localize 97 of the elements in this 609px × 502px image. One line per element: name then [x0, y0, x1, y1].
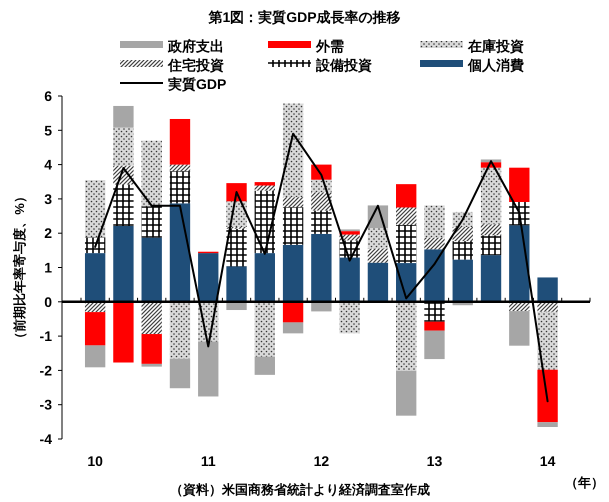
- bar: [113, 106, 134, 128]
- bar: [311, 210, 332, 234]
- bar: [537, 370, 558, 422]
- bar: [84, 345, 106, 368]
- bar: [368, 262, 388, 302]
- legend-label: 外需: [315, 38, 344, 54]
- bar: [282, 104, 304, 198]
- bar: [226, 228, 247, 266]
- bar: [509, 311, 530, 346]
- bar: [142, 140, 162, 206]
- bar: [537, 422, 558, 427]
- bar: [226, 266, 247, 302]
- bar: [170, 302, 190, 359]
- bar: [480, 168, 502, 224]
- bar: [424, 205, 445, 238]
- bar: [170, 171, 190, 204]
- bar: [452, 260, 473, 302]
- bar: [424, 238, 445, 250]
- bar: [311, 234, 332, 302]
- legend-label: 在庫投資: [467, 38, 524, 54]
- bar: [254, 253, 275, 302]
- bar: [452, 227, 473, 242]
- legend-label: 実質GDP: [168, 76, 226, 92]
- bar: [142, 206, 162, 238]
- y-tick-label: 0: [44, 294, 52, 310]
- legend-label: 住宅投資: [167, 57, 224, 73]
- bar: [254, 186, 275, 191]
- bar: [254, 356, 275, 375]
- bar: [368, 248, 388, 263]
- y-tick-label: -4: [40, 431, 52, 447]
- bar: [142, 334, 162, 364]
- bar: [198, 342, 218, 396]
- bar: [170, 358, 190, 388]
- x-tick-label: 14: [540, 453, 556, 469]
- bar: [142, 364, 162, 367]
- bar: [113, 128, 134, 166]
- bar: [480, 255, 502, 302]
- bar: [480, 224, 502, 236]
- bar: [537, 277, 558, 302]
- bar: [254, 302, 275, 357]
- y-tick-label: -2: [40, 362, 52, 378]
- bar: [396, 184, 416, 208]
- bar: [142, 302, 162, 334]
- bar: [396, 302, 416, 371]
- bar: [368, 228, 388, 249]
- bar: [113, 184, 134, 226]
- bar: [84, 312, 106, 346]
- bar: [254, 182, 275, 186]
- bar: [170, 203, 190, 302]
- bar: [339, 258, 360, 302]
- bar: [396, 370, 416, 416]
- bar: [84, 237, 106, 254]
- bar: [480, 235, 502, 256]
- legend-label: 個人消費: [467, 57, 524, 73]
- bar: [282, 197, 304, 208]
- y-axis-title: （前期比年率寄与度、%）: [12, 190, 27, 345]
- y-tick-label: -1: [40, 328, 52, 344]
- bar: [282, 244, 304, 302]
- bar: [84, 180, 106, 238]
- legend-label: 設備投資: [315, 57, 372, 73]
- bar: [113, 302, 134, 363]
- bar: [282, 322, 304, 334]
- bar: [509, 225, 530, 302]
- y-tick-label: 2: [44, 225, 52, 242]
- y-tick-label: -3: [40, 396, 52, 413]
- bar: [424, 330, 445, 360]
- x-tick-label: 12: [314, 453, 330, 469]
- bar: [339, 231, 360, 235]
- text: （資料）米国商務省統計より経済調査室作成: [170, 482, 430, 497]
- y-tick-label: 6: [44, 88, 52, 104]
- bar: [84, 253, 106, 302]
- bar: [282, 302, 304, 322]
- bar: [396, 207, 416, 225]
- bar: [452, 241, 473, 260]
- y-tick-label: 4: [44, 156, 52, 173]
- bar: [282, 207, 304, 245]
- bar: [396, 224, 416, 264]
- bar: [113, 226, 134, 302]
- bar: [424, 322, 445, 331]
- bar: [170, 164, 190, 172]
- bar: [339, 302, 360, 334]
- bar: [424, 302, 445, 322]
- bar: [142, 238, 162, 302]
- x-axis-title: （年）: [565, 475, 604, 490]
- x-tick-label: 10: [87, 453, 104, 469]
- bar: [311, 192, 332, 211]
- y-tick-label: 1: [44, 260, 52, 276]
- chart-title: 第1図：実質GDP成長率の推移: [207, 9, 401, 25]
- x-tick-label: 11: [200, 453, 216, 469]
- x-tick-label: 13: [426, 453, 442, 469]
- bar: [198, 253, 218, 302]
- y-tick-label: 3: [44, 190, 52, 207]
- bar: [170, 118, 190, 165]
- bar: [509, 168, 530, 202]
- y-tick-label: 5: [44, 122, 52, 138]
- bar: [537, 312, 558, 370]
- legend-label: 政府支出: [167, 38, 224, 54]
